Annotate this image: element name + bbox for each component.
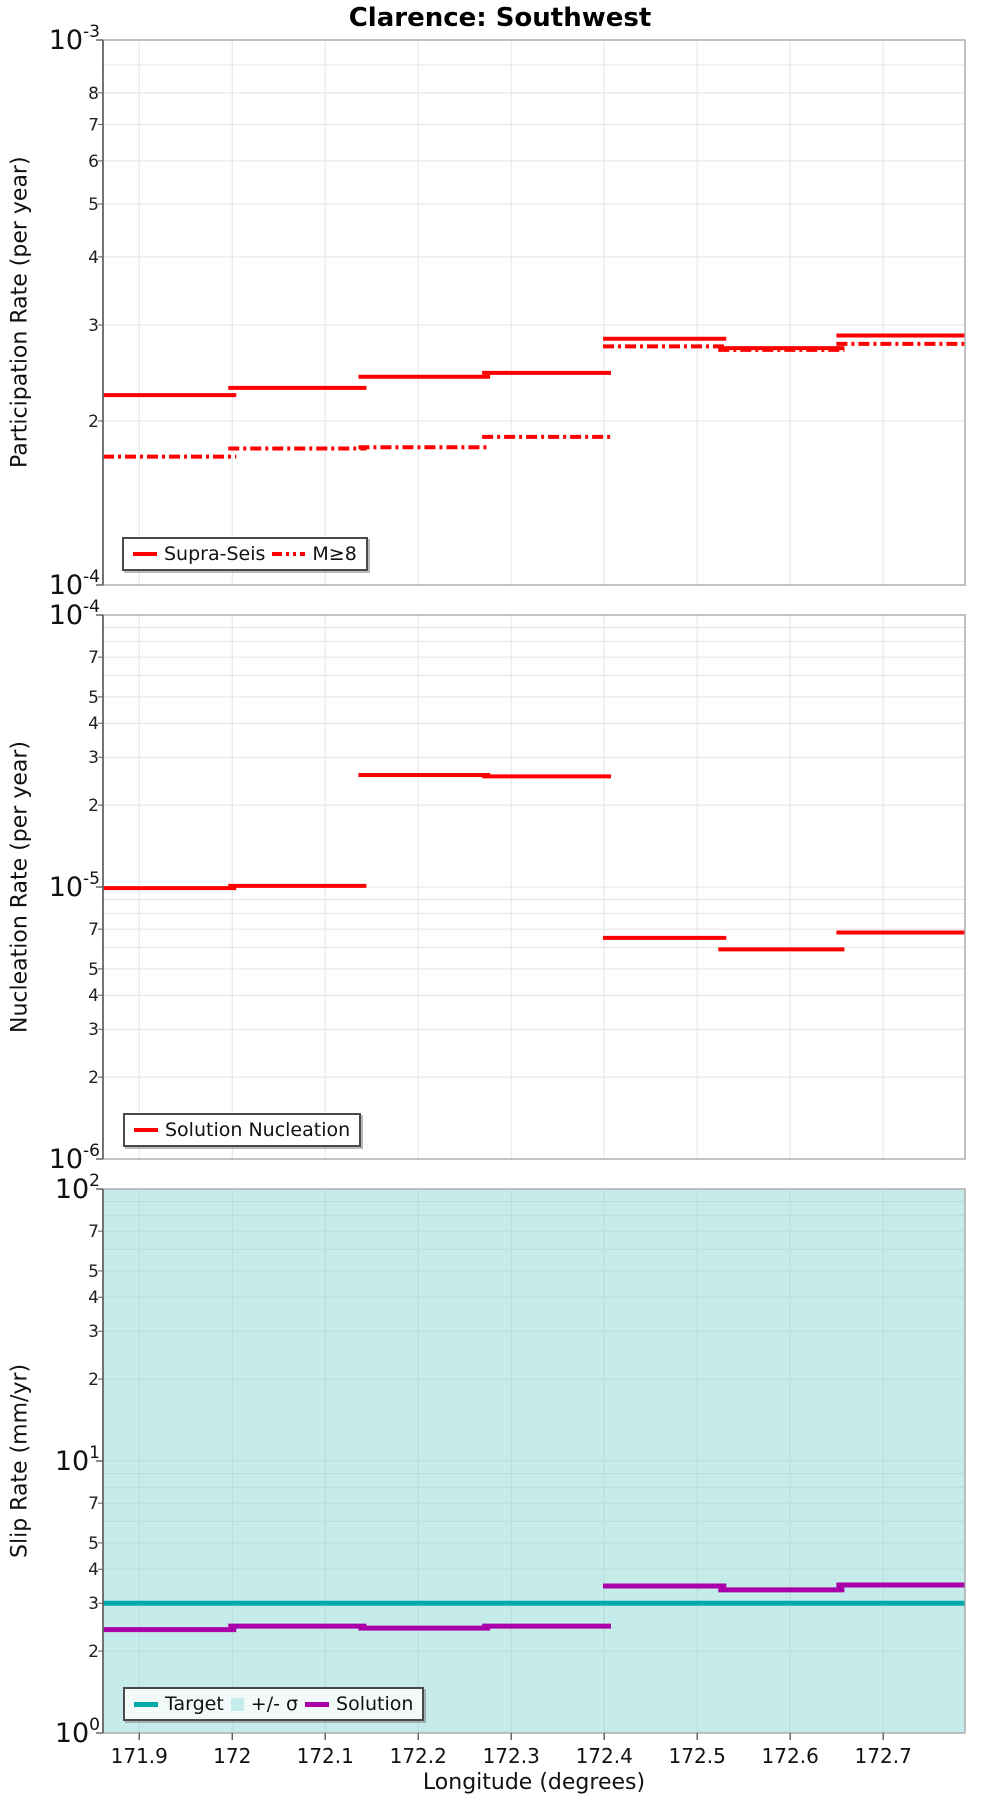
solution-nucleation-line-swatch [134, 1128, 158, 1132]
x-tick-label: 171.9 [111, 1744, 168, 1768]
y-minor-tick-label: 2 [88, 1370, 99, 1390]
sigma-band-swatch [230, 1697, 244, 1711]
legend-nucleation: Solution Nucleation [123, 1113, 362, 1147]
legend-label-solution: Solution [336, 1692, 414, 1715]
y-minor-tick-label: 4 [88, 714, 99, 734]
legend-label-sigma: +/- σ [250, 1692, 299, 1715]
y-minor-tick-label: 5 [88, 688, 99, 708]
legend-label-supra-seis: Supra-Seis [164, 542, 266, 565]
y-minor-tick-label: 4 [88, 1288, 99, 1308]
target-line-swatch [134, 1701, 158, 1707]
y-minor-tick-label: 4 [88, 986, 99, 1006]
legend-label-target: Target [165, 1692, 224, 1715]
y-major-tick-label: 100 [55, 1715, 100, 1749]
y-minor-tick-label: 7 [88, 115, 99, 135]
panel-slip-rate: 100 101 102 7 5 4 3 2 7 5 4 3 2 [55, 1171, 966, 1749]
legend-participation: Supra-Seis M≥8 [122, 537, 368, 571]
y-axis-label-participation: Participation Rate (per year) [7, 156, 33, 469]
x-tick-label: 172 [213, 1744, 251, 1768]
y-minor-tick-label: 3 [88, 1020, 99, 1040]
y-minor-tick-label: 6 [88, 152, 99, 172]
panel-participation: 10-4 10-3 8 7 6 5 4 3 2 [49, 22, 966, 601]
y-minor-tick-label: 5 [88, 195, 99, 215]
y-minor-tick-label: 3 [88, 748, 99, 768]
y-axis-label-slip-rate: Slip Rate (mm/yr) [7, 1363, 33, 1559]
y-minor-tick-label: 4 [88, 248, 99, 268]
y-minor-tick-label: 3 [88, 316, 99, 336]
y-minor-tick-label: 4 [88, 1560, 99, 1580]
y-major-tick-label: 10-5 [49, 869, 100, 903]
y-minor-tick-label: 2 [88, 1068, 99, 1088]
y-major-tick-label: 101 [55, 1443, 100, 1477]
y-minor-tick-label: 5 [88, 1534, 99, 1554]
panel-nucleation: 10-6 10-5 10-4 7 5 4 3 2 7 5 4 3 2 [49, 597, 966, 1175]
x-tick-label: 172.2 [390, 1744, 447, 1768]
y-minor-tick-label: 3 [88, 1594, 99, 1614]
y-minor-tick-label: 7 [88, 648, 99, 668]
y-major-tick-label: 10-6 [49, 1141, 100, 1175]
m8-dashdot-swatch [272, 552, 306, 556]
y-minor-tick-label: 2 [88, 796, 99, 816]
y-minor-tick-label: 8 [88, 84, 99, 104]
legend-label-m8: M≥8 [312, 542, 357, 565]
x-tick-label: 172.3 [483, 1744, 540, 1768]
x-tick-label: 172.6 [762, 1744, 819, 1768]
y-major-tick-label: 102 [55, 1171, 100, 1205]
y-major-tick-label: 10-3 [49, 22, 100, 56]
y-major-tick-label: 10-4 [49, 597, 100, 631]
y-minor-tick-label: 7 [88, 1222, 99, 1242]
x-tick-label: 172.5 [669, 1744, 726, 1768]
y-minor-tick-label: 7 [88, 920, 99, 940]
x-tick-label: 172.1 [297, 1744, 354, 1768]
y-minor-tick-label: 2 [88, 412, 99, 432]
y-minor-tick-label: 5 [88, 1262, 99, 1282]
y-minor-tick-label: 2 [88, 1642, 99, 1662]
supra-seis-line-swatch [133, 552, 157, 556]
y-minor-tick-label: 7 [88, 1494, 99, 1514]
y-minor-tick-label: 3 [88, 1322, 99, 1342]
solution-line-swatch [305, 1701, 330, 1707]
x-tick-label: 172.4 [576, 1744, 633, 1768]
y-major-tick-label: 10-4 [49, 567, 100, 601]
y-axis-label-nucleation: Nucleation Rate (per year) [7, 741, 33, 1033]
legend-label-solution-nucleation: Solution Nucleation [165, 1118, 351, 1141]
chart-title: Clarence: Southwest [348, 3, 652, 33]
y-minor-tick-label: 5 [88, 960, 99, 980]
x-tick-label: 172.7 [855, 1744, 912, 1768]
legend-slip-rate: Target +/- σ Solution [123, 1687, 425, 1721]
x-axis-label: Longitude (degrees) [422, 1770, 646, 1795]
